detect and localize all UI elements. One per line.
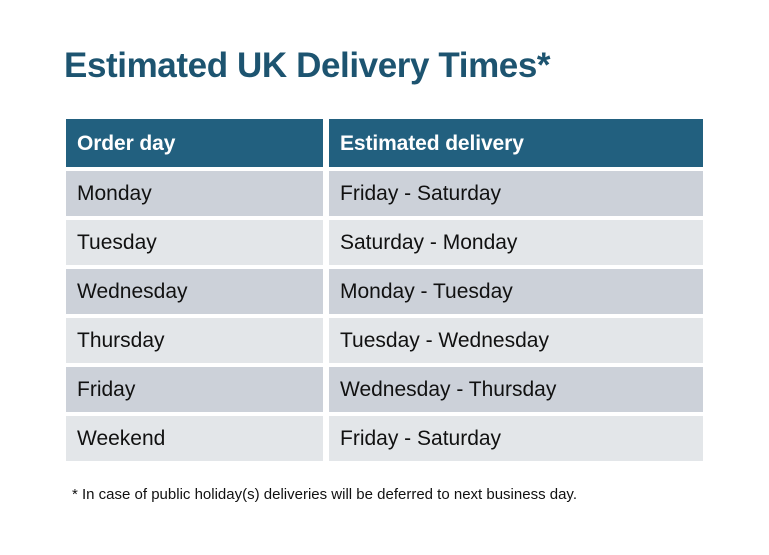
cell-estimated-delivery: Friday - Saturday <box>329 416 703 461</box>
footnote-public-holiday: * In case of public holiday(s) deliverie… <box>72 486 577 503</box>
cell-estimated-delivery: Tuesday - Wednesday <box>329 318 703 363</box>
column-header-order-day: Order day <box>66 119 323 167</box>
table-row: Weekend Friday - Saturday <box>66 416 703 461</box>
cell-order-day: Weekend <box>66 416 323 461</box>
delivery-times-table: Order day Estimated delivery Monday Frid… <box>66 119 703 461</box>
cell-estimated-delivery: Friday - Saturday <box>329 171 703 216</box>
page-title: Estimated UK Delivery Times* <box>64 46 551 85</box>
cell-order-day: Tuesday <box>66 220 323 265</box>
table-row: Thursday Tuesday - Wednesday <box>66 318 703 363</box>
table-row: Monday Friday - Saturday <box>66 171 703 216</box>
cell-order-day: Wednesday <box>66 269 323 314</box>
cell-order-day: Monday <box>66 171 323 216</box>
table-row: Friday Wednesday - Thursday <box>66 367 703 412</box>
table-row: Tuesday Saturday - Monday <box>66 220 703 265</box>
cell-estimated-delivery: Saturday - Monday <box>329 220 703 265</box>
cell-order-day: Thursday <box>66 318 323 363</box>
cell-estimated-delivery: Wednesday - Thursday <box>329 367 703 412</box>
column-header-estimated-delivery: Estimated delivery <box>329 119 703 167</box>
cell-order-day: Friday <box>66 367 323 412</box>
cell-estimated-delivery: Monday - Tuesday <box>329 269 703 314</box>
table-row: Wednesday Monday - Tuesday <box>66 269 703 314</box>
table-header-row: Order day Estimated delivery <box>66 119 703 167</box>
